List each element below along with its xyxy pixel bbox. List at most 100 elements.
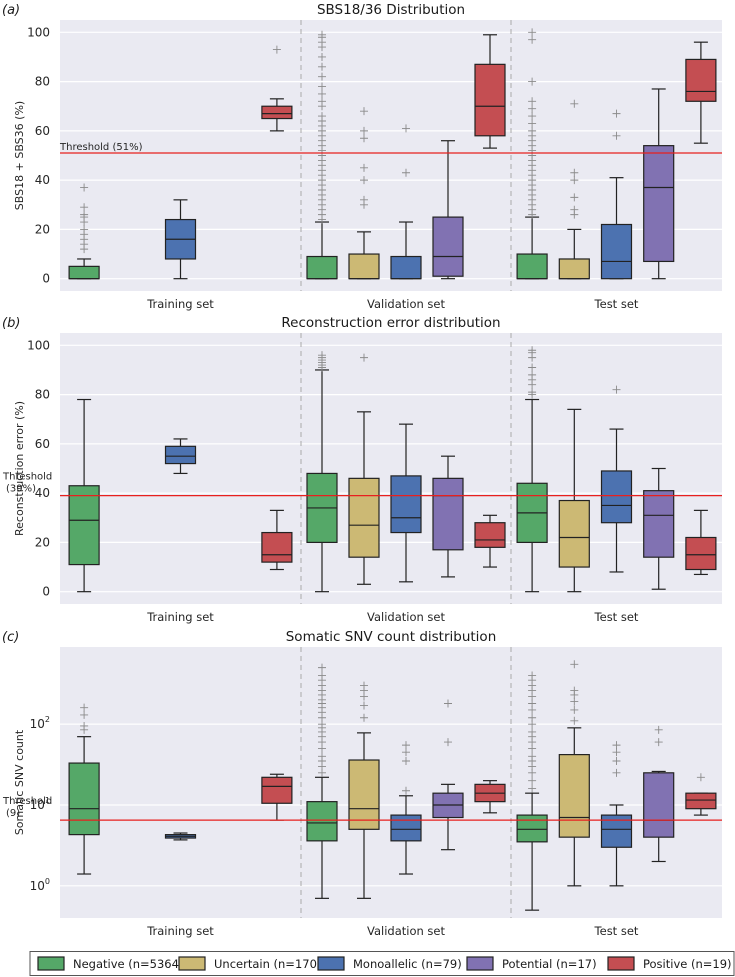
x-group-label: Test set (594, 610, 639, 624)
outlier-point (612, 748, 621, 757)
outlier-point (528, 112, 537, 121)
box-test-set-4 (685, 41, 717, 144)
threshold-label-value: (39%) (6, 484, 36, 495)
outlier-point (80, 710, 89, 719)
outlier-point (80, 210, 89, 219)
legend-item-3: Monoallelic (n=79) (317, 956, 462, 971)
box-body (516, 814, 548, 843)
box-body (348, 253, 380, 280)
x-group-label: Training set (146, 924, 214, 938)
box-body (348, 759, 380, 830)
box-body (558, 754, 590, 838)
outlier-point (570, 176, 579, 185)
box-body (348, 477, 380, 558)
box-test-set-1 (558, 408, 590, 593)
chart-panel-2: 020406080100Threshold(39%)Reconstruction… (2, 315, 722, 624)
legend-swatch (37, 956, 65, 971)
outlier-point (570, 697, 579, 706)
x-group-label: Validation set (367, 924, 446, 938)
outlier-point (402, 741, 410, 750)
outlier-point (360, 353, 368, 362)
legend-item-4: Potential (n=17) (466, 956, 597, 971)
chart-title: Somatic SNV count distribution (286, 629, 497, 645)
x-group-label: Test set (594, 297, 639, 311)
legend-label: Potential (n=17) (502, 957, 597, 971)
outlier-point (318, 62, 326, 71)
box-body (474, 63, 506, 137)
legend-label: Uncertain (n=170) (214, 957, 321, 971)
box-validation-set-3 (432, 140, 464, 280)
box-body (68, 762, 100, 836)
y-tick-exponent: 0 (45, 877, 50, 886)
outlier-point (612, 131, 621, 140)
plot-background (60, 647, 722, 918)
outlier-point (360, 126, 368, 135)
y-tick-label: 100 (30, 877, 50, 893)
outlier-point (272, 45, 281, 54)
y-tick-label: 40 (35, 173, 50, 187)
box-validation-set-2 (390, 423, 422, 583)
outlier-point (444, 699, 452, 708)
outlier-point (528, 784, 537, 793)
outlier-point (570, 686, 579, 695)
box-body (643, 490, 675, 558)
y-tick-label: 60 (35, 437, 50, 451)
y-tick-label: 20 (35, 222, 50, 236)
box-body (558, 258, 590, 280)
legend-swatch (607, 956, 635, 971)
box-body (643, 772, 675, 838)
chart-panel-1: 0 20 40 60 80 100 Threshold (51%) SBS18/36 Dist… (2, 2, 722, 311)
y-tick-label: 40 (35, 486, 50, 500)
legend: Negative (n=5364) Uncertain (n=170) Monoal… (29, 951, 735, 976)
outlier-point (570, 705, 579, 714)
box-validation-set-1 (348, 107, 380, 280)
outlier-point (528, 346, 537, 355)
outlier-point (360, 134, 368, 143)
y-axis-label: SBS18 + SBS36 (%) (13, 101, 26, 210)
outlier-point (402, 786, 410, 795)
legend-label: Monoallelic (n=79) (353, 957, 462, 971)
box-validation-set-3 (432, 699, 464, 851)
box-validation-set-1 (348, 353, 380, 585)
y-tick-label: 20 (35, 535, 50, 549)
box-training-set-0 (68, 398, 100, 593)
outlier-point (80, 225, 89, 234)
outlier-point (612, 757, 621, 766)
box-validation-set-0 (306, 30, 338, 280)
box-body (68, 485, 100, 566)
outlier-point (402, 748, 410, 757)
threshold-label-value: (9) (6, 808, 20, 819)
x-group-label: Validation set (367, 610, 446, 624)
box-body (432, 216, 464, 277)
outlier-point (570, 660, 579, 669)
outlier-point (528, 727, 537, 736)
x-group-label: Training set (146, 297, 214, 311)
outlier-point (612, 768, 621, 777)
y-tick-label: 102 (30, 715, 50, 731)
outlier-point (528, 126, 537, 135)
box-body (474, 522, 506, 548)
legend-item-1: Negative (n=5364) (37, 956, 183, 971)
outlier-point (402, 124, 410, 133)
outlier-point (360, 107, 368, 116)
outlier-point (528, 77, 537, 86)
box-body (390, 255, 422, 280)
outlier-point (318, 30, 326, 39)
box-training-set-4 (261, 45, 293, 132)
chart-title: Reconstruction error distribution (281, 315, 500, 331)
outlier-point (80, 721, 89, 730)
box-body (685, 58, 717, 102)
legend-swatch (466, 956, 494, 971)
y-tick-label: 80 (35, 388, 50, 402)
outlier-point (528, 363, 537, 372)
box-body (390, 814, 422, 842)
threshold-label: Threshold (2, 472, 52, 483)
box-test-set-0 (516, 346, 548, 593)
outlier-point (318, 752, 326, 761)
outlier-point (528, 28, 537, 37)
outlier-point (360, 701, 368, 710)
panel-label: (a) (2, 3, 20, 18)
outlier-point (318, 663, 326, 672)
y-axis-label: Somatic SNV count (13, 729, 26, 835)
